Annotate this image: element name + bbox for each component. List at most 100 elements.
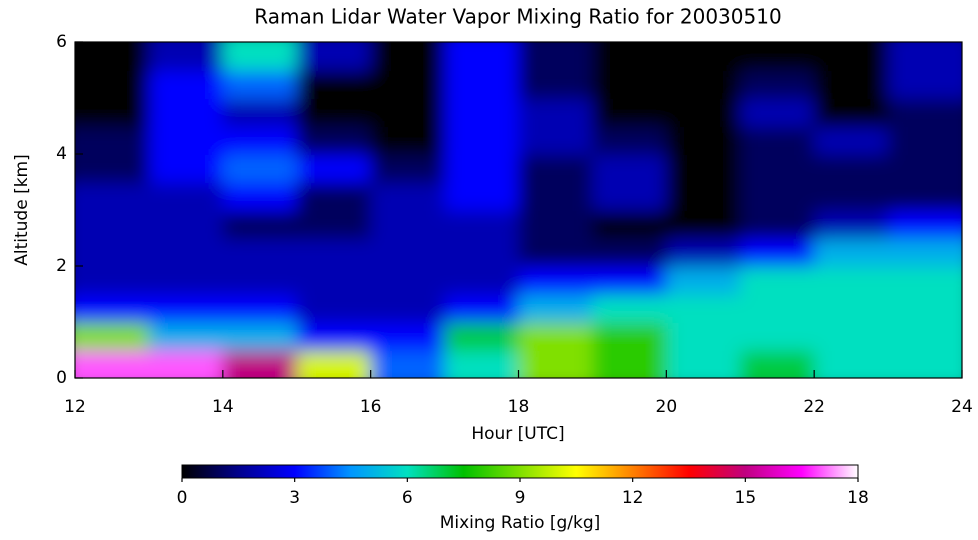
heatmap-cell bbox=[666, 154, 741, 183]
chart: Raman Lidar Water Vapor Mixing Ratio for… bbox=[0, 0, 978, 540]
colorbar-tick-label: 6 bbox=[402, 488, 413, 508]
heatmap-cell bbox=[814, 126, 889, 155]
heatmap-cell bbox=[519, 294, 594, 323]
heatmap-cell bbox=[592, 182, 667, 211]
heatmap-cell bbox=[297, 182, 372, 211]
heatmap-cell bbox=[63, 126, 150, 155]
heatmap-cell bbox=[149, 322, 224, 351]
heatmap-cell bbox=[371, 182, 446, 211]
heatmap-cell bbox=[149, 126, 224, 155]
heatmap-cell bbox=[149, 238, 224, 267]
heatmap-cell bbox=[592, 154, 667, 183]
heatmap-cell bbox=[445, 266, 520, 295]
heatmap-cell bbox=[519, 30, 594, 71]
heatmap-cell bbox=[814, 294, 889, 323]
heatmap-cell bbox=[223, 350, 298, 391]
heatmap-cell bbox=[63, 70, 150, 99]
colorbar-tick-label: 18 bbox=[847, 488, 869, 508]
heatmap bbox=[63, 30, 975, 391]
heatmap-cell bbox=[740, 210, 815, 239]
heatmap-cell bbox=[371, 126, 446, 155]
heatmap-cell bbox=[63, 154, 150, 183]
x-tick-label: 22 bbox=[803, 397, 825, 417]
heatmap-cell bbox=[297, 154, 372, 183]
heatmap-cell bbox=[592, 210, 667, 239]
heatmap-cell bbox=[445, 182, 520, 211]
heatmap-cell bbox=[814, 266, 889, 295]
heatmap-cell bbox=[63, 30, 150, 71]
y-tick-label: 6 bbox=[56, 32, 67, 52]
heatmap-cell bbox=[519, 182, 594, 211]
heatmap-cell bbox=[149, 182, 224, 211]
y-tick-label: 2 bbox=[56, 256, 67, 276]
heatmap-cell bbox=[519, 70, 594, 99]
heatmap-cell bbox=[666, 70, 741, 99]
y-tick-label: 4 bbox=[56, 144, 67, 164]
heatmap-cell bbox=[445, 98, 520, 127]
heatmap-cell bbox=[223, 182, 298, 211]
heatmap-cell bbox=[223, 322, 298, 351]
x-tick-label: 18 bbox=[508, 397, 530, 417]
heatmap-cell bbox=[592, 238, 667, 267]
heatmap-cell bbox=[297, 70, 372, 99]
heatmap-cell bbox=[592, 350, 667, 391]
heatmap-cell bbox=[223, 98, 298, 127]
heatmap-cell bbox=[519, 98, 594, 127]
heatmap-cell bbox=[297, 30, 372, 71]
colorbar bbox=[182, 465, 858, 478]
heatmap-cell bbox=[371, 98, 446, 127]
chart-title: Raman Lidar Water Vapor Mixing Ratio for… bbox=[254, 5, 781, 29]
heatmap-cell bbox=[445, 238, 520, 267]
heatmap-cell bbox=[223, 266, 298, 295]
x-tick-label: 20 bbox=[656, 397, 678, 417]
heatmap-cell bbox=[445, 126, 520, 155]
heatmap-cell bbox=[63, 294, 150, 323]
heatmap-cell bbox=[445, 210, 520, 239]
heatmap-cell bbox=[445, 350, 520, 391]
heatmap-cell bbox=[814, 98, 889, 127]
heatmap-cell bbox=[223, 294, 298, 323]
heatmap-cell bbox=[814, 350, 889, 391]
heatmap-cell bbox=[519, 350, 594, 391]
heatmap-cell bbox=[519, 238, 594, 267]
heatmap-cell bbox=[740, 182, 815, 211]
heatmap-cell bbox=[297, 238, 372, 267]
heatmap-cell bbox=[63, 350, 150, 391]
heatmap-cell bbox=[740, 322, 815, 351]
heatmap-cell bbox=[63, 266, 150, 295]
heatmap-cell bbox=[592, 126, 667, 155]
heatmap-cell bbox=[371, 238, 446, 267]
heatmap-cell bbox=[223, 154, 298, 183]
heatmap-cell bbox=[740, 98, 815, 127]
heatmap-cell bbox=[371, 266, 446, 295]
heatmap-cell bbox=[592, 322, 667, 351]
heatmap-cell bbox=[740, 126, 815, 155]
heatmap-cell bbox=[814, 210, 889, 239]
heatmap-cell bbox=[297, 322, 372, 351]
heatmap-cell bbox=[297, 294, 372, 323]
colorbar-label: Mixing Ratio [g/kg] bbox=[440, 513, 601, 533]
heatmap-cell bbox=[814, 30, 889, 71]
heatmap-cell bbox=[666, 350, 741, 391]
heatmap-cell bbox=[223, 30, 298, 71]
heatmap-cells bbox=[63, 30, 975, 391]
heatmap-cell bbox=[371, 210, 446, 239]
heatmap-cell bbox=[666, 30, 741, 71]
heatmap-cell bbox=[592, 266, 667, 295]
heatmap-cell bbox=[223, 70, 298, 99]
colorbar-tick-label: 12 bbox=[622, 488, 644, 508]
heatmap-cell bbox=[740, 30, 815, 71]
heatmap-cell bbox=[814, 182, 889, 211]
heatmap-cell bbox=[149, 70, 224, 99]
heatmap-cell bbox=[666, 182, 741, 211]
heatmap-cell bbox=[666, 210, 741, 239]
x-tick-label: 16 bbox=[360, 397, 382, 417]
y-tick-label: 0 bbox=[56, 368, 67, 388]
heatmap-cell bbox=[297, 210, 372, 239]
heatmap-cell bbox=[223, 126, 298, 155]
heatmap-cell bbox=[814, 70, 889, 99]
heatmap-cell bbox=[666, 266, 741, 295]
heatmap-cell bbox=[63, 210, 150, 239]
heatmap-cell bbox=[63, 322, 150, 351]
heatmap-cell bbox=[149, 30, 224, 71]
